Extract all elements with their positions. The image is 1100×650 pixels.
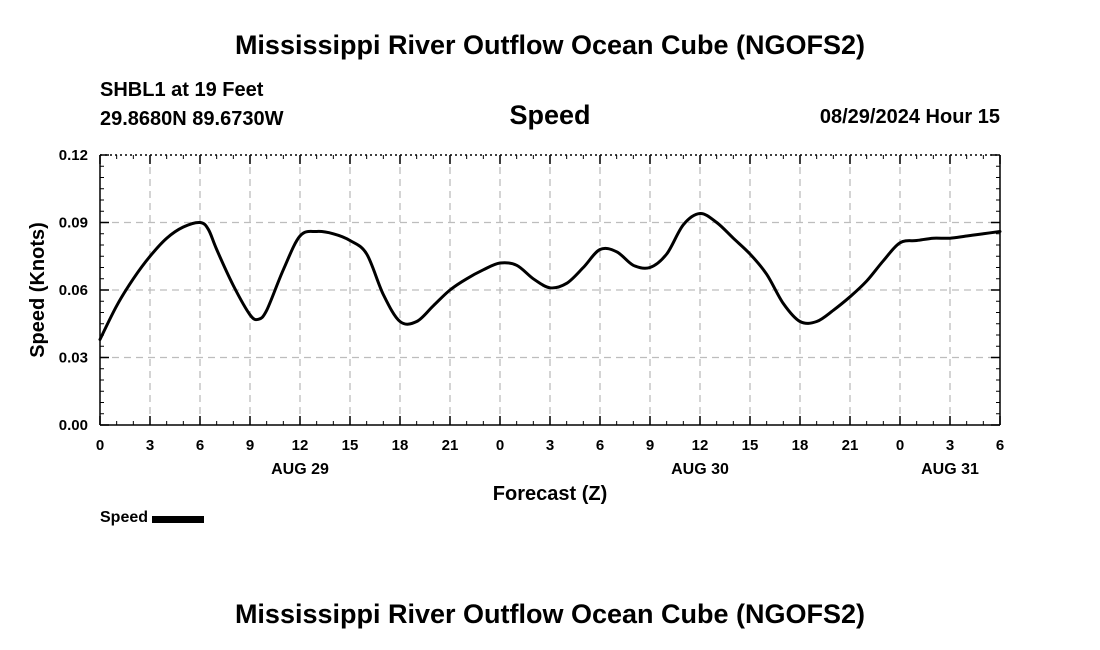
x-tick-label: 3 bbox=[546, 437, 554, 454]
chart-subtitle: Speed bbox=[509, 100, 591, 130]
x-tick-label: 15 bbox=[342, 437, 359, 454]
x-tick-label: 9 bbox=[246, 437, 254, 454]
tick-marks bbox=[99, 154, 1001, 426]
y-axis-label: Speed (Knots) bbox=[27, 222, 49, 358]
x-tick-label: 3 bbox=[146, 437, 154, 454]
legend-swatch bbox=[152, 516, 205, 523]
station-info: SHBL1 at 19 Feet 29.8680N 89.6730W bbox=[100, 76, 283, 134]
legend-label: Speed bbox=[100, 509, 149, 526]
x-tick-label: 18 bbox=[792, 437, 809, 454]
date-label: AUG 29 bbox=[271, 461, 329, 478]
station-coordinates: 29.8680N 89.6730W bbox=[100, 108, 284, 130]
x-tick-label: 3 bbox=[946, 437, 954, 454]
x-tick-label: 6 bbox=[596, 437, 604, 454]
date-label: AUG 30 bbox=[671, 461, 729, 478]
x-tick-label: 0 bbox=[896, 437, 904, 454]
y-tick-labels: 0.00 0.03 0.06 0.09 0.12 bbox=[59, 147, 88, 434]
y-tick-label: 0.00 bbox=[59, 417, 88, 434]
station-name: SHBL1 at 19 Feet bbox=[100, 79, 264, 101]
x-tick-label: 21 bbox=[842, 437, 859, 454]
x-tick-label: 6 bbox=[196, 437, 204, 454]
x-tick-label: 18 bbox=[392, 437, 409, 454]
y-tick-label: 0.03 bbox=[59, 350, 88, 367]
x-tick-label: 0 bbox=[96, 437, 104, 454]
y-tick-label: 0.09 bbox=[59, 215, 88, 232]
x-tick-label: 6 bbox=[996, 437, 1004, 454]
y-tick-label: 0.12 bbox=[59, 147, 88, 164]
x-tick-label: 0 bbox=[496, 437, 504, 454]
x-tick-label: 12 bbox=[692, 437, 709, 454]
series-line-speed bbox=[98, 212, 1002, 341]
y-tick-label: 0.06 bbox=[59, 282, 88, 299]
x-tick-label: 12 bbox=[292, 437, 309, 454]
chart-title: Mississippi River Outflow Ocean Cube (NG… bbox=[234, 30, 866, 60]
x-tick-label: 15 bbox=[742, 437, 759, 454]
footer-title: Mississippi River Outflow Ocean Cube (NG… bbox=[234, 599, 866, 629]
x-tick-label: 21 bbox=[442, 437, 459, 454]
x-tick-labels: 0 3 6 9 12 15 18 21 0 3 6 9 12 15 18 21 0 3 6 bbox=[96, 437, 1004, 454]
date-labels: AUG 29 AUG 30 AUG 31 bbox=[271, 461, 979, 478]
legend: Speed bbox=[100, 509, 205, 527]
date-label: AUG 31 bbox=[921, 461, 979, 478]
series-layer bbox=[98, 212, 1002, 341]
x-axis-label: Forecast (Z) bbox=[493, 483, 607, 505]
x-tick-label: 9 bbox=[646, 437, 654, 454]
forecast-datetime: 08/29/2024 Hour 15 bbox=[819, 106, 1000, 128]
